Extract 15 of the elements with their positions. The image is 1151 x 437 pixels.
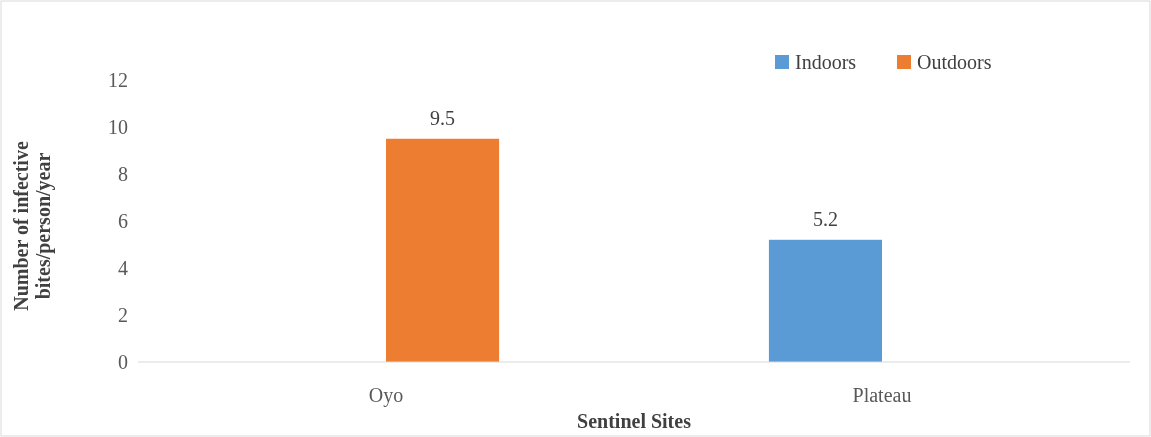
x-axis-title: Sentinel Sites [577, 410, 692, 432]
y-tick-label: 10 [108, 116, 128, 138]
y-tick-label: 6 [118, 210, 128, 232]
y-tick-label: 8 [118, 163, 128, 185]
y-axis-title: Number of infective bites/person/year [10, 141, 55, 311]
legend-label: Outdoors [917, 51, 992, 73]
y-tick-label: 0 [118, 351, 128, 373]
x-tick-label: Plateau [852, 384, 912, 406]
y-tick-label: 4 [118, 257, 128, 279]
legend-label: Indoors [795, 51, 857, 73]
y-tick-label: 2 [118, 304, 128, 326]
y-tick-label: 12 [108, 69, 128, 91]
data-label: 5.2 [812, 207, 838, 230]
x-tick-label: Oyo [368, 384, 404, 407]
data-label: 9.5 [430, 106, 456, 129]
